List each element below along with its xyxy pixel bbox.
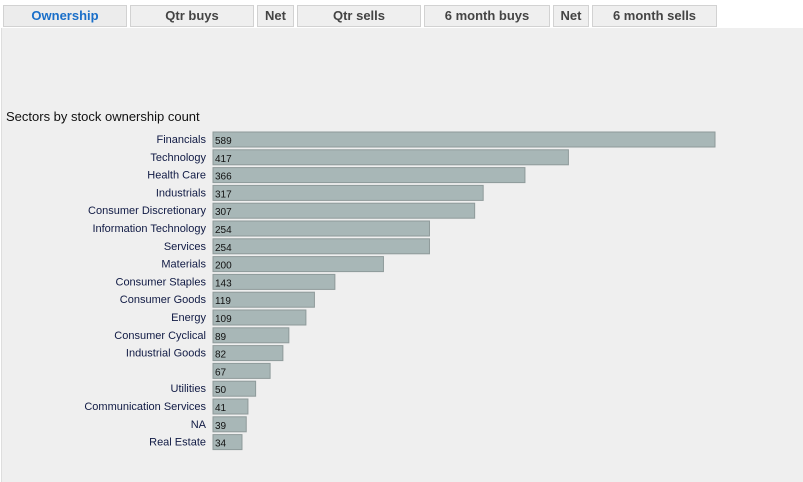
value-label: 254 [215,243,232,254]
value-label: 143 [215,278,232,289]
category-label: Financials [156,134,206,146]
value-label: 50 [215,385,227,396]
category-label: Information Technology [92,223,206,235]
value-label: 307 [215,207,232,218]
value-label: 317 [215,189,232,200]
value-label: 417 [215,154,232,165]
chart-panel [1,28,803,482]
tab-bar: Ownership Qtr buys Net Qtr sells 6 month… [0,0,803,29]
tab-qtr-buys[interactable]: Qtr buys [130,5,254,27]
bar-unlabeled [212,362,271,379]
value-label: 39 [215,421,227,432]
bar-consumer-goods [212,291,315,308]
tab-6-month-sells[interactable]: 6 month sells [592,5,717,27]
bar-industrials [212,184,484,201]
category-label: Services [164,241,207,253]
tab-net-6-month[interactable]: Net [553,5,589,27]
value-label: 109 [215,314,232,325]
value-label: 82 [215,350,227,361]
bar-financials [212,131,716,148]
value-label: 67 [215,367,227,378]
tab-qtr-sells[interactable]: Qtr sells [297,5,421,27]
category-label: Health Care [147,170,206,182]
bar-utilities [212,380,257,397]
category-label: Communication Services [84,401,206,413]
category-label: Consumer Discretionary [88,205,206,217]
bar-communication-services [212,398,249,415]
bar-consumer-staples [212,273,336,290]
category-label: Consumer Goods [120,294,207,306]
bar-na [212,416,247,433]
bar-health-care [212,167,526,184]
category-label: Technology [150,152,206,164]
value-label: 589 [215,136,232,147]
category-label: Industrial Goods [126,348,207,360]
value-label: 34 [215,439,227,450]
value-label: 200 [215,261,232,272]
category-label: Consumer Staples [116,276,207,288]
tab-net-qtr[interactable]: Net [257,5,294,27]
bar-consumer-cyclical [212,327,290,344]
bar-technology [212,149,569,166]
value-label: 254 [215,225,232,236]
tab-6-month-buys[interactable]: 6 month buys [424,5,550,27]
value-label: 119 [215,296,231,307]
value-label: 89 [215,332,227,343]
chart-title: Sectors by stock ownership count [6,109,200,124]
category-label: Utilities [171,383,207,395]
tab-ownership[interactable]: Ownership [3,5,127,27]
category-label: Materials [161,259,206,271]
category-label: NA [191,419,207,431]
value-label: 366 [215,172,232,183]
bar-consumer-discretionary [212,202,476,219]
bar-materials [212,256,384,273]
bar-real-estate [212,434,243,451]
bar-energy [212,309,307,326]
bar-industrial-goods [212,345,284,362]
value-label: 41 [215,403,227,414]
category-label: Energy [171,312,206,324]
bar-information-technology [212,220,430,237]
category-label: Industrials [156,187,207,199]
category-label: Real Estate [149,437,206,449]
category-label: Consumer Cyclical [114,330,206,342]
bar-services [212,238,430,255]
